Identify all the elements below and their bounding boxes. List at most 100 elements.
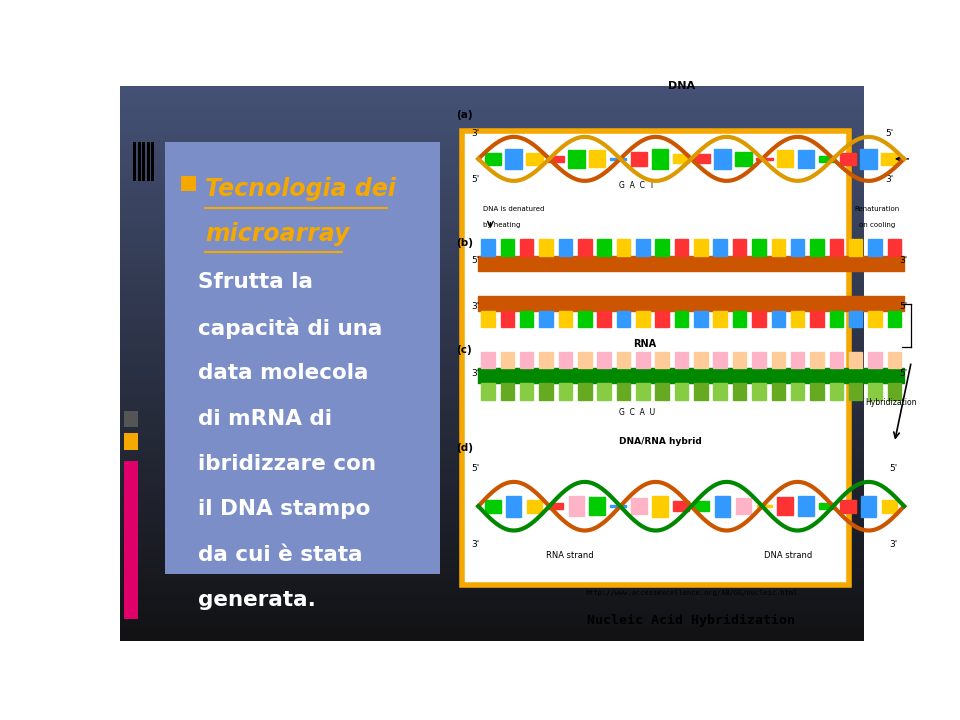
Text: http://www.accessexcellence.org/AB/GG/nucleic.html: http://www.accessexcellence.org/AB/GG/nu… — [585, 590, 798, 595]
Bar — [578, 384, 591, 400]
Bar — [120, 208, 864, 214]
Bar — [829, 311, 843, 328]
Bar — [735, 498, 751, 514]
Bar — [120, 485, 864, 491]
Bar — [829, 239, 843, 256]
Bar — [694, 352, 708, 369]
Text: RNA: RNA — [634, 339, 657, 349]
Text: generata.: generata. — [198, 590, 316, 611]
Bar — [888, 384, 901, 400]
Bar — [120, 608, 864, 613]
Bar — [656, 311, 669, 328]
Bar — [568, 150, 585, 168]
Bar — [520, 311, 534, 328]
Bar — [120, 458, 864, 464]
Bar — [120, 386, 864, 391]
Bar — [791, 311, 804, 328]
Bar — [120, 364, 864, 369]
Bar — [120, 353, 864, 358]
Text: Nucleic Acid Hybridization: Nucleic Acid Hybridization — [588, 613, 795, 626]
Bar — [611, 505, 626, 507]
Bar — [120, 330, 864, 336]
Bar — [500, 384, 515, 400]
Text: microarray: microarray — [204, 222, 349, 246]
Bar — [125, 410, 138, 428]
Bar — [120, 275, 864, 280]
Text: data molecola: data molecola — [198, 363, 369, 383]
Bar — [616, 352, 630, 369]
Bar — [849, 311, 862, 328]
Bar — [120, 136, 864, 142]
Bar — [481, 384, 494, 400]
Bar — [578, 311, 591, 328]
Bar — [120, 446, 864, 452]
Bar — [520, 239, 534, 256]
Text: RNA strand: RNA strand — [546, 552, 594, 560]
Bar — [120, 258, 864, 264]
Bar — [548, 503, 564, 509]
Bar — [120, 297, 864, 302]
Bar — [481, 352, 494, 369]
Bar — [133, 142, 136, 181]
Bar — [732, 352, 746, 369]
Bar — [120, 596, 864, 602]
Text: ibridizzare con: ibridizzare con — [198, 454, 376, 474]
Bar — [120, 203, 864, 208]
Bar — [120, 302, 864, 308]
Bar — [485, 500, 500, 513]
Bar — [120, 225, 864, 230]
Bar — [120, 186, 864, 192]
Bar — [520, 352, 534, 369]
Bar — [631, 152, 647, 166]
Bar — [120, 336, 864, 341]
Bar — [120, 541, 864, 546]
Bar — [120, 347, 864, 353]
Bar — [120, 497, 864, 503]
Bar — [120, 402, 864, 408]
Bar — [120, 452, 864, 458]
Bar — [120, 469, 864, 474]
Bar — [120, 397, 864, 402]
Bar — [120, 109, 864, 114]
Bar — [777, 150, 793, 167]
Bar — [120, 253, 864, 258]
Bar — [120, 392, 864, 397]
Bar — [120, 158, 864, 164]
Text: Sfrutta la: Sfrutta la — [198, 272, 313, 292]
Bar — [616, 239, 630, 256]
Bar — [673, 155, 689, 163]
Bar — [506, 495, 521, 517]
Bar — [120, 464, 864, 469]
Bar — [753, 352, 766, 369]
Bar — [120, 580, 864, 585]
Bar — [714, 149, 731, 168]
Bar — [138, 142, 141, 181]
Text: di mRNA di: di mRNA di — [198, 408, 332, 428]
Bar — [120, 214, 864, 220]
Bar — [120, 585, 864, 591]
Bar — [120, 519, 864, 524]
Bar — [888, 239, 901, 256]
Bar — [675, 352, 688, 369]
Text: Tecnologia dei: Tecnologia dei — [204, 177, 396, 202]
Bar — [732, 384, 746, 400]
Bar — [694, 239, 708, 256]
Bar — [120, 374, 864, 380]
Bar — [861, 495, 876, 517]
Bar — [120, 536, 864, 541]
Bar — [636, 311, 650, 328]
Bar — [120, 430, 864, 436]
Bar — [120, 618, 864, 624]
Bar — [120, 148, 864, 153]
Bar — [868, 311, 882, 328]
Bar — [120, 413, 864, 419]
Text: DNA strand: DNA strand — [764, 552, 812, 560]
Bar — [597, 311, 611, 328]
Bar — [756, 505, 772, 507]
Bar — [597, 239, 611, 256]
Bar — [652, 495, 667, 517]
Bar — [636, 239, 650, 256]
Bar — [675, 311, 688, 328]
Text: on cooling: on cooling — [859, 222, 896, 228]
Bar — [125, 433, 138, 449]
